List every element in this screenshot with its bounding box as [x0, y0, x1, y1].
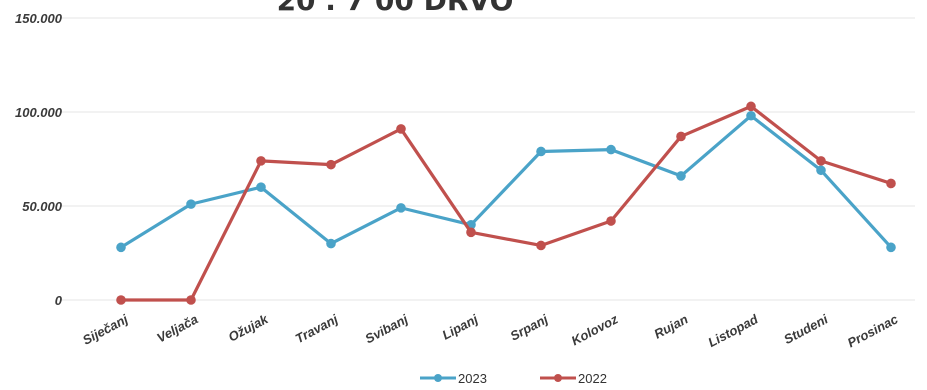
data-point [886, 242, 896, 253]
x-axis-ticks: Siječanj Veljača Ožujak Travanj Svibanj Lipan… [80, 311, 901, 351]
legend: 2023 2022 [420, 371, 607, 386]
data-point [186, 199, 196, 209]
data-point [536, 240, 546, 251]
y-tick-label: 0 [55, 293, 63, 308]
data-point [606, 144, 616, 155]
data-point [326, 238, 336, 249]
data-point [116, 242, 126, 253]
data-point [256, 156, 266, 166]
x-tick-label: Srpanj [508, 311, 551, 343]
series-line [120, 114, 893, 249]
y-tick-label: 50.000 [22, 199, 63, 214]
series-2023 [116, 110, 896, 253]
data-point [676, 131, 686, 142]
chart-title: 20 . 7 00 DRVO [277, 0, 514, 17]
y-tick-label: 100.000 [15, 105, 63, 120]
y-tick-label: 150.000 [15, 11, 63, 26]
y-axis-ticks: 0 50.000 100.000 150.000 [15, 11, 63, 308]
x-tick-label: Lipanj [440, 311, 481, 342]
x-tick-label: Studeni [781, 311, 830, 347]
x-tick-label: Siječanj [80, 311, 131, 347]
data-point [606, 216, 616, 226]
x-tick-label: Kolovoz [569, 311, 621, 348]
x-tick-label: Rujan [651, 311, 690, 341]
grid-lines [60, 17, 915, 301]
x-tick-label: Ožujak [226, 311, 271, 345]
data-point [676, 171, 686, 181]
x-tick-label: Veljača [154, 311, 200, 345]
data-point [536, 146, 546, 157]
series-line [121, 104, 892, 302]
data-point [116, 295, 126, 305]
data-point [326, 159, 336, 170]
data-point [816, 165, 826, 176]
legend-swatch-marker [434, 374, 442, 382]
data-point [746, 110, 756, 121]
data-point [886, 178, 896, 189]
series-lines [116, 101, 896, 305]
series-2022 [116, 101, 896, 305]
data-point [396, 124, 406, 134]
data-point [816, 156, 826, 166]
legend-label: 2023 [458, 371, 487, 386]
legend-label: 2022 [578, 371, 607, 386]
data-point [466, 227, 476, 238]
data-point [256, 182, 266, 192]
legend-swatch-marker [554, 374, 562, 382]
x-tick-label: Prosinac [845, 311, 901, 350]
x-tick-label: Travanj [293, 311, 341, 346]
x-tick-label: Svibanj [363, 311, 411, 346]
x-tick-label: Listopad [706, 311, 762, 350]
data-point [396, 203, 406, 213]
data-point [746, 101, 756, 112]
data-point [186, 295, 196, 305]
